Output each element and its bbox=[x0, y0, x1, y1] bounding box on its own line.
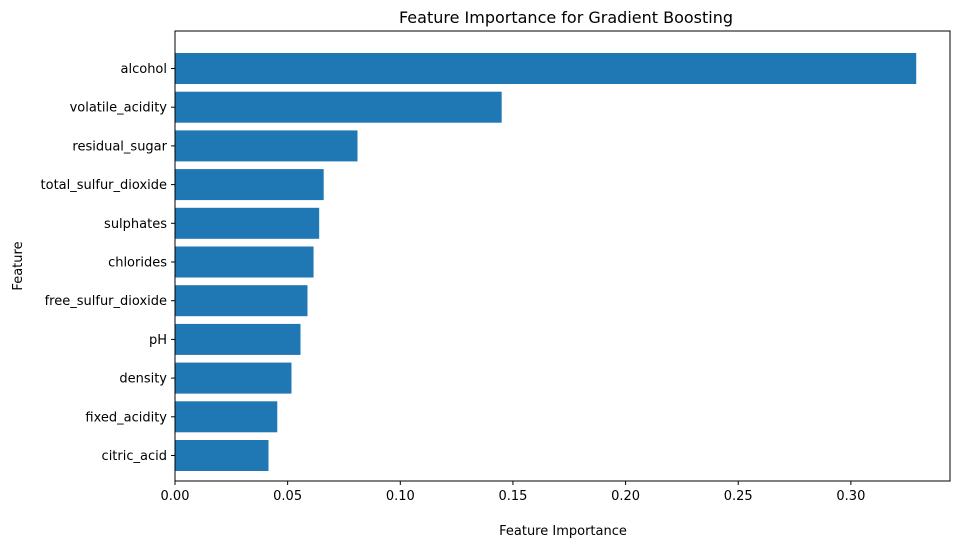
x-tick-label: 0.20 bbox=[611, 489, 640, 504]
x-tick-label: 0.10 bbox=[386, 489, 415, 504]
x-tick-label: 0.00 bbox=[161, 489, 190, 504]
y-ticks-group: alcohol volatile_acidity residual_sugartot… bbox=[41, 62, 175, 464]
x-axis-label: Feature Importance bbox=[499, 524, 627, 539]
bar-alcohol bbox=[175, 53, 917, 84]
bar-pH bbox=[175, 323, 301, 355]
y-tick-label: total_sulfur_dioxide bbox=[41, 178, 167, 193]
y-tick-label: chlorides bbox=[108, 256, 167, 271]
y-tick-label: volatile_acidity bbox=[70, 101, 168, 116]
y-tick-label: density bbox=[119, 372, 167, 387]
bar-chlorides bbox=[175, 246, 314, 278]
bars-group bbox=[175, 53, 917, 471]
y-tick-label: alcohol bbox=[121, 62, 167, 77]
y-tick-label: pH bbox=[149, 333, 167, 348]
x-tick-label: 0.30 bbox=[836, 489, 865, 504]
y-tick-label: fixed_acidity bbox=[85, 410, 167, 425]
y-tick-label: residual_sugar bbox=[72, 139, 167, 154]
bar-sulphates bbox=[175, 207, 320, 239]
x-tick-label: 0.25 bbox=[724, 489, 753, 504]
bar-citric_acid bbox=[175, 440, 269, 471]
x-tick-label: 0.15 bbox=[498, 489, 527, 504]
y-tick-label: sulphates bbox=[104, 217, 167, 232]
bar-free_sulfur_dioxide bbox=[175, 285, 308, 317]
y-tick-label: citric_acid bbox=[102, 449, 167, 464]
plot-frame bbox=[174, 30, 951, 482]
bar-fixed_acidity bbox=[175, 401, 278, 433]
bar-residual_sugar bbox=[175, 130, 358, 162]
bar-total_sulfur_dioxide bbox=[175, 169, 324, 201]
x-ticks-group: 0.00 0.05 0.10 0.15 0.20 0.25 0.30 bbox=[161, 481, 865, 504]
y-axis-label: Feature bbox=[11, 241, 26, 290]
chart-title: Feature Importance for Gradient Boosting bbox=[399, 8, 733, 27]
y-tick-label: free_sulfur_dioxide bbox=[45, 294, 167, 309]
x-tick-label: 0.05 bbox=[273, 489, 302, 504]
bar-volatile_acidity bbox=[175, 91, 502, 123]
bar-density bbox=[175, 362, 292, 394]
